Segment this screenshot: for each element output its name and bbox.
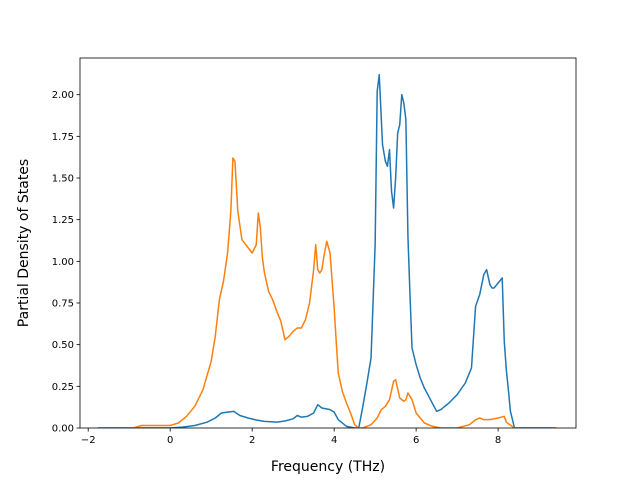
y-axis: 0.00 0.25 0.50 0.75 1.00 1.25 1.50 1.75 2.00	[52, 90, 80, 435]
x-tick-label: 2	[249, 435, 255, 446]
y-axis-label: Partial Density of States	[16, 159, 32, 327]
y-tick-label: 1.50	[52, 174, 74, 185]
x-tick-label: 6	[413, 435, 419, 446]
x-tick-label: −2	[81, 435, 96, 446]
y-tick-label: 1.25	[52, 215, 74, 226]
y-tick-label: 2.00	[52, 90, 74, 101]
x-tick-label: 8	[495, 435, 501, 446]
y-tick-label: 0.00	[52, 424, 74, 435]
x-axis-label: Frequency (THz)	[271, 459, 385, 475]
x-axis: −2 0 2 4 6 8	[81, 428, 501, 446]
x-tick-label: 0	[167, 435, 173, 446]
y-tick-label: 1.00	[52, 257, 74, 268]
y-tick-label: 0.75	[52, 299, 74, 310]
x-tick-label: 4	[331, 435, 337, 446]
series-line-1	[97, 73, 557, 428]
y-tick-label: 0.50	[52, 340, 74, 351]
plot-frame	[79, 57, 577, 429]
series-layer	[97, 73, 557, 428]
y-tick-label: 1.75	[52, 132, 74, 143]
series-line-2	[97, 157, 557, 428]
y-tick-label: 0.25	[52, 382, 74, 393]
